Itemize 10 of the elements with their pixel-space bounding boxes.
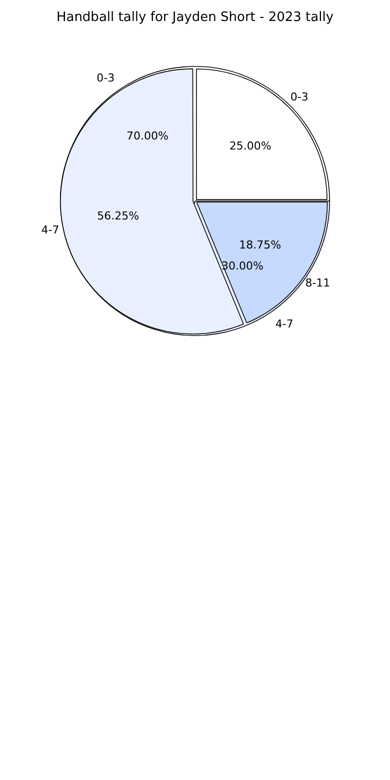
data-label: 56.25% xyxy=(97,210,140,223)
slice-label: 8-11 xyxy=(305,276,330,290)
data-label: 70.00% xyxy=(126,129,168,142)
chart-title: Handball tally for Jayden Short - 2023 tally xyxy=(55,9,335,27)
data-label: 18.75% xyxy=(239,238,282,252)
data-label: 25.00% xyxy=(229,139,272,152)
slice-label: 0-3 xyxy=(96,71,115,84)
slice-label: 4-7 xyxy=(275,318,294,331)
slice-label: 0-3 xyxy=(290,90,308,104)
slice-label: 4-7 xyxy=(41,223,60,236)
